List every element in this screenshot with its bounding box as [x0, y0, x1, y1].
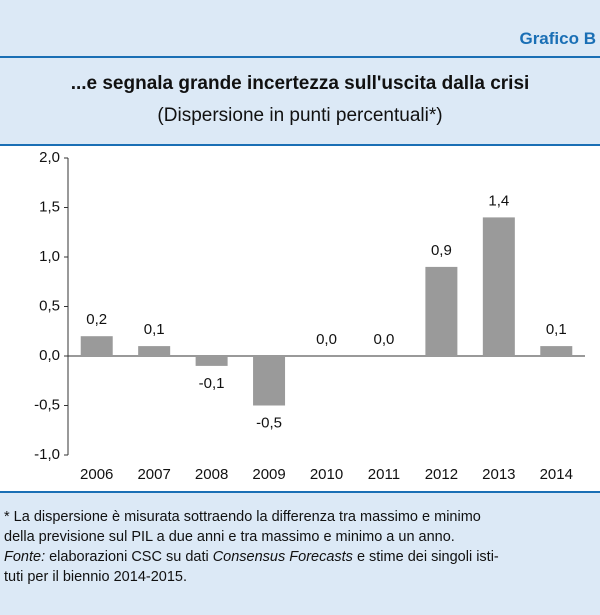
chart-title: ...e segnala grande incertezza sull'usci… — [70, 73, 530, 94]
y-tick-label: 2,0 — [39, 149, 60, 166]
rule — [0, 56, 600, 58]
y-tick-label: -0,5 — [34, 396, 60, 413]
x-tick-label: 2010 — [310, 466, 343, 483]
bar — [253, 356, 286, 406]
value-label: -0,5 — [256, 414, 282, 431]
x-tick-label: 2009 — [252, 466, 285, 483]
x-tick-label: 2013 — [482, 466, 515, 483]
bar — [195, 356, 228, 366]
source-text: elaborazioni CSC su dati — [49, 549, 209, 565]
y-tick-label: -1,0 — [34, 446, 60, 463]
y-tick-label: 1,5 — [39, 198, 60, 215]
y-tick-label: 0,5 — [39, 297, 60, 314]
source-label: Fonte: — [4, 549, 46, 565]
bar — [425, 266, 458, 356]
rule — [0, 144, 600, 146]
x-tick-label: 2011 — [368, 466, 400, 483]
value-label: 0,0 — [316, 331, 337, 348]
value-label: 0,1 — [144, 321, 165, 338]
x-tick-label: 2006 — [80, 466, 113, 483]
value-label: -0,1 — [199, 375, 225, 392]
x-tick-label: 2008 — [195, 466, 228, 483]
rule — [0, 491, 600, 493]
value-label: 0,2 — [86, 311, 107, 328]
value-label: 0,9 — [431, 242, 452, 259]
value-label: 1,4 — [488, 192, 509, 209]
chart-subtitle: (Dispersione in punti percentuali*) — [157, 105, 443, 126]
source-text: e stime dei singoli isti- — [356, 549, 499, 565]
y-tick-label: 0,0 — [39, 347, 60, 364]
x-tick-label: 2012 — [425, 466, 458, 483]
x-tick-label: 2007 — [137, 466, 170, 483]
bar — [80, 336, 113, 356]
footnote-line: * La dispersione è misurata sottraendo l… — [4, 509, 481, 525]
bar — [482, 217, 515, 356]
source-text: tuti per il biennio 2014-2015. — [4, 569, 187, 585]
value-label: 0,0 — [374, 331, 395, 348]
footnote: * La dispersione è misurata sottraendo l… — [4, 507, 598, 587]
source: Fonte: elaborazioni CSC su dati Consensus … — [4, 547, 598, 587]
y-tick-label: 1,0 — [39, 248, 60, 265]
footnote-line: della previsione sul PIL a due anni e tr… — [4, 529, 455, 545]
bar — [540, 346, 573, 356]
chart: -1,0 -0,5 0,0 0,5 1,0 1,5 2,0 2006 0,2 2007 0,1 200… — [0, 146, 600, 491]
bar — [138, 346, 171, 356]
x-tick-label: 2014 — [540, 466, 573, 483]
value-label: 0,1 — [546, 321, 567, 338]
source-text: Consensus Forecasts — [212, 549, 353, 565]
chart-label: Grafico B — [519, 29, 596, 48]
